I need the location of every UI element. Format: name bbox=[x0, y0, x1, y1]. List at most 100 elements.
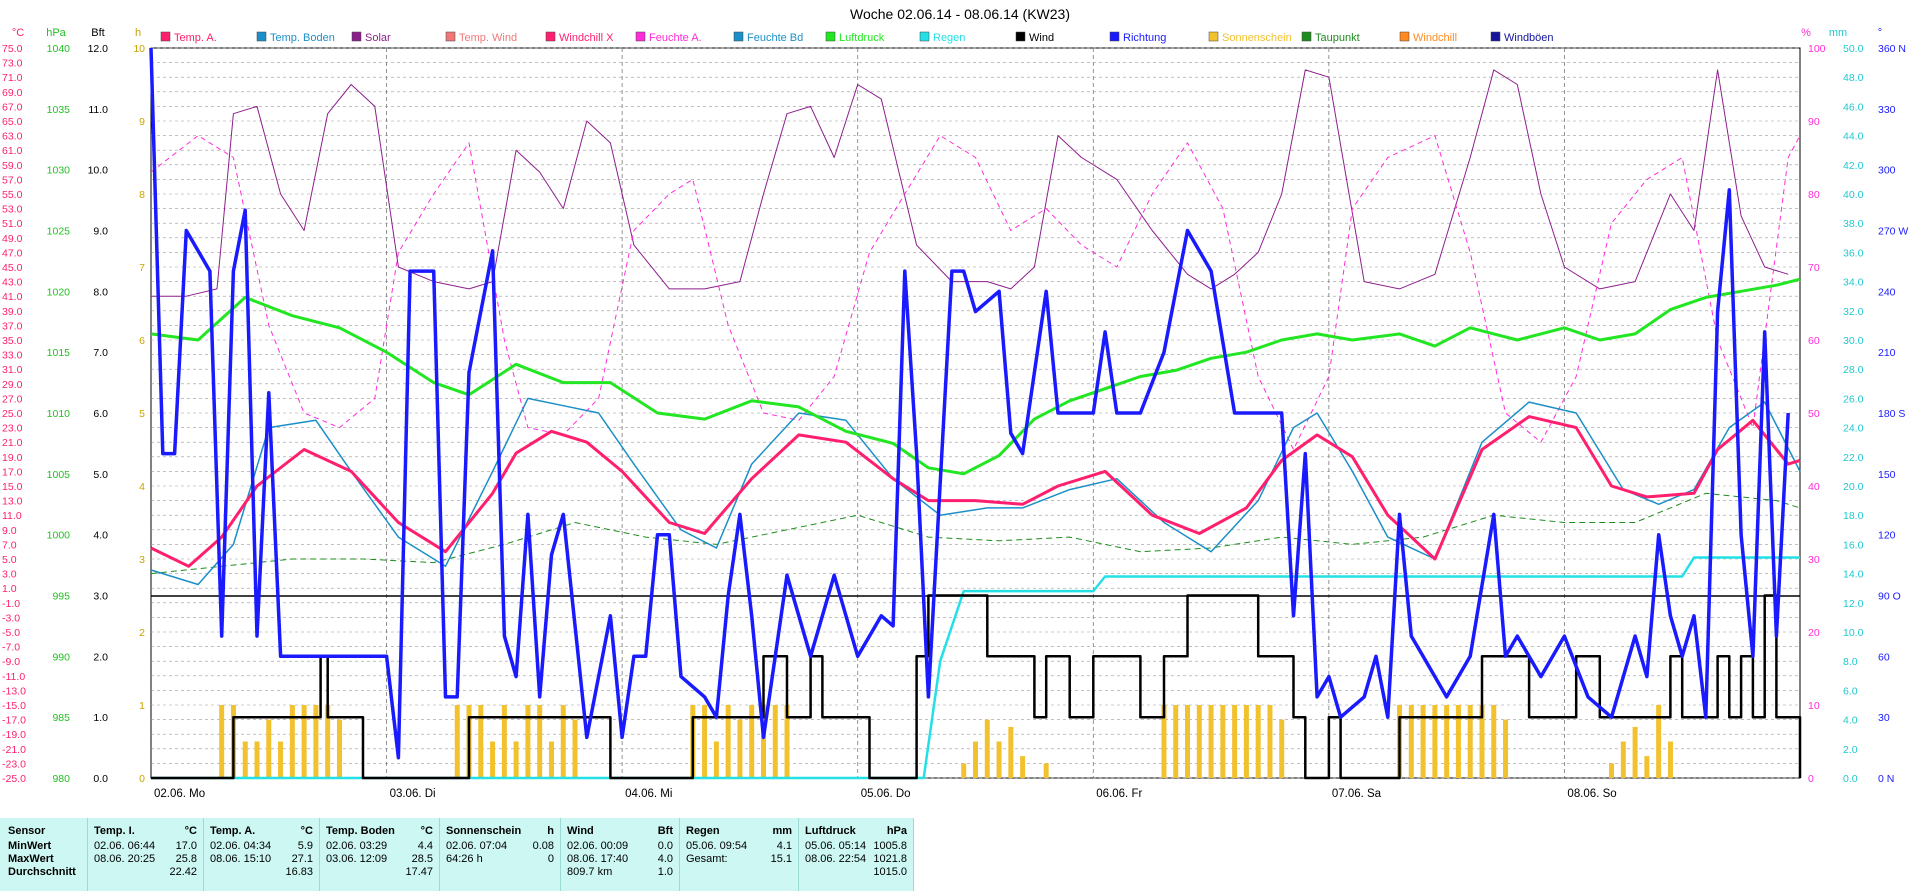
rain-tick-label: 34.0 bbox=[1843, 277, 1864, 289]
stats-value: 02.06. 04:34 bbox=[210, 840, 272, 852]
x-axis-day-label: 04.06. Mi bbox=[625, 788, 672, 800]
legend-label: Wind bbox=[1029, 32, 1054, 44]
rain-tick-label: 32.0 bbox=[1843, 306, 1864, 318]
sonnenschein-bar bbox=[996, 741, 1002, 778]
pressure-tick-label: 1005 bbox=[47, 469, 71, 481]
richtung-line bbox=[149, 47, 1790, 760]
pressure-tick-label: 1020 bbox=[47, 286, 71, 298]
axes-layer: 75.073.071.069.067.065.063.061.059.057.0… bbox=[2, 27, 1908, 785]
bft-tick-label: 4.0 bbox=[93, 530, 108, 542]
humidity-tick-label: 0 bbox=[1808, 773, 1814, 785]
rain-tick-label: 14.0 bbox=[1843, 569, 1864, 581]
rain-tick-label: 30.0 bbox=[1843, 335, 1864, 347]
sonnenschein-bar bbox=[560, 705, 566, 778]
temp-tick-label: 43.0 bbox=[2, 277, 23, 289]
stats-temp-a-header: Temp. A. bbox=[210, 825, 256, 837]
label-avg: Durchschnitt bbox=[8, 866, 76, 878]
temp-tick-label: 47.0 bbox=[2, 247, 23, 259]
stats-temp-a-unit: °C bbox=[300, 825, 313, 837]
temp-tick-label: 3.0 bbox=[2, 569, 17, 581]
legend-label: Windchill X bbox=[559, 32, 614, 44]
x-axis-day-label: 03.06. Di bbox=[390, 788, 436, 800]
legend-swatch bbox=[445, 31, 456, 42]
direction-tick-label: 330 bbox=[1878, 104, 1896, 116]
bft-tick-label: 11.0 bbox=[88, 104, 108, 116]
temp-tick-label: 63.0 bbox=[2, 131, 23, 143]
temp-tick-label: 21.0 bbox=[2, 437, 23, 449]
temp-tick-label: -1.0 bbox=[2, 598, 20, 610]
axis-unit-label: h bbox=[135, 27, 141, 39]
stats-value: 02.06. 03:29 bbox=[326, 840, 388, 852]
direction-tick-label: 240 bbox=[1878, 286, 1896, 298]
stats-value: 4.1 bbox=[776, 840, 792, 852]
stats-temp-boden: Temp. Boden °C 02.06. 03:29 4.4 03.06. 1… bbox=[320, 818, 440, 891]
stats-sonnenschein: Sonnenschein h 02.06. 07:04 0.08 64:26 h… bbox=[440, 818, 561, 891]
temp-tick-label: 13.0 bbox=[2, 496, 23, 508]
rain-tick-label: 22.0 bbox=[1843, 452, 1864, 464]
bft-tick-label: 2.0 bbox=[93, 651, 108, 663]
stats-value: 05.06. 05:14 bbox=[805, 840, 867, 852]
wind-line bbox=[151, 594, 1802, 780]
rain-tick-label: 44.0 bbox=[1843, 131, 1864, 143]
sonnenschein-bar bbox=[1444, 705, 1450, 778]
legend-label: Sonnenschein bbox=[1222, 32, 1292, 44]
legend-swatch bbox=[1208, 31, 1219, 42]
sonnenschein-bar bbox=[313, 705, 319, 778]
sonnenschein-bar bbox=[725, 705, 731, 778]
stats-temp-i-unit: °C bbox=[184, 825, 197, 837]
rain-tick-label: 0.0 bbox=[1843, 773, 1858, 785]
stats-sonnenschein-header: Sonnenschein bbox=[446, 825, 522, 837]
hours-tick-label: 6 bbox=[139, 335, 145, 347]
temp-tick-label: 25.0 bbox=[2, 408, 23, 420]
temp-tick-label: -25.0 bbox=[2, 773, 26, 785]
sonnenschein-bar bbox=[548, 741, 554, 778]
temp-tick-label: 51.0 bbox=[2, 218, 23, 230]
chart-title: Woche 02.06.14 - 08.06.14 (KW23) bbox=[850, 6, 1070, 22]
sonnenschein-bar bbox=[984, 719, 990, 778]
label-min: MinWert bbox=[8, 840, 52, 852]
rain-tick-label: 2.0 bbox=[1843, 744, 1858, 756]
sonnenschein-bar bbox=[1255, 705, 1261, 778]
temp-tick-label: -5.0 bbox=[2, 627, 20, 639]
legend-label: Solar bbox=[365, 32, 391, 44]
x-axis-day-label: 06.06. Fr bbox=[1096, 788, 1142, 800]
temp-tick-label: -17.0 bbox=[2, 715, 26, 727]
sonnenschein-bar bbox=[702, 705, 708, 778]
sonnenschein-bar bbox=[1503, 719, 1509, 778]
legend-swatch bbox=[1490, 31, 1501, 42]
direction-tick-label: 270 W bbox=[1878, 226, 1908, 238]
humidity-tick-label: 20 bbox=[1808, 627, 1820, 639]
temp-tick-label: -13.0 bbox=[2, 685, 26, 697]
legend-label: Feuchte Bd bbox=[747, 32, 803, 44]
hours-tick-label: 10 bbox=[133, 43, 145, 55]
stats-value: 0 bbox=[547, 853, 554, 865]
sonnenschein-bar bbox=[1220, 705, 1226, 778]
sonnenschein-bar bbox=[1667, 741, 1673, 778]
sonnenschein-bar bbox=[1243, 705, 1249, 778]
sonnenschein-bar bbox=[289, 705, 295, 778]
temp-tick-label: 65.0 bbox=[2, 116, 23, 128]
stats-value: 17.47 bbox=[405, 866, 433, 878]
axis-unit-label: hPa bbox=[46, 27, 66, 39]
stats-sensor: Sensor MinWert MaxWert Durchschnitt bbox=[0, 818, 88, 891]
x-axis-day-label: 02.06. Mo bbox=[154, 788, 205, 800]
direction-tick-label: 210 bbox=[1878, 347, 1896, 359]
legend-swatch bbox=[545, 31, 556, 42]
legend-label: Windchill bbox=[1413, 32, 1457, 44]
sonnenschein-bar bbox=[1479, 705, 1485, 778]
stats-value: 16.83 bbox=[285, 866, 313, 878]
rain-tick-label: 18.0 bbox=[1843, 510, 1864, 522]
humidity-tick-label: 50 bbox=[1808, 408, 1820, 420]
humidity-tick-label: 30 bbox=[1808, 554, 1820, 566]
direction-tick-label: 180 S bbox=[1878, 408, 1905, 420]
sonnenschein-bar bbox=[1279, 719, 1285, 778]
stats-value: 02.06. 07:04 bbox=[446, 840, 508, 852]
temp-tick-label: 71.0 bbox=[2, 72, 23, 84]
sonnenschein-bar bbox=[454, 705, 460, 778]
direction-tick-label: 360 N bbox=[1878, 43, 1906, 55]
stats-value: 08.06. 22:54 bbox=[805, 853, 867, 865]
temp-boden-line bbox=[150, 397, 1801, 586]
label-max: MaxWert bbox=[8, 853, 54, 865]
pressure-tick-label: 1000 bbox=[47, 530, 71, 542]
legend-label: Temp. A. bbox=[174, 32, 217, 44]
